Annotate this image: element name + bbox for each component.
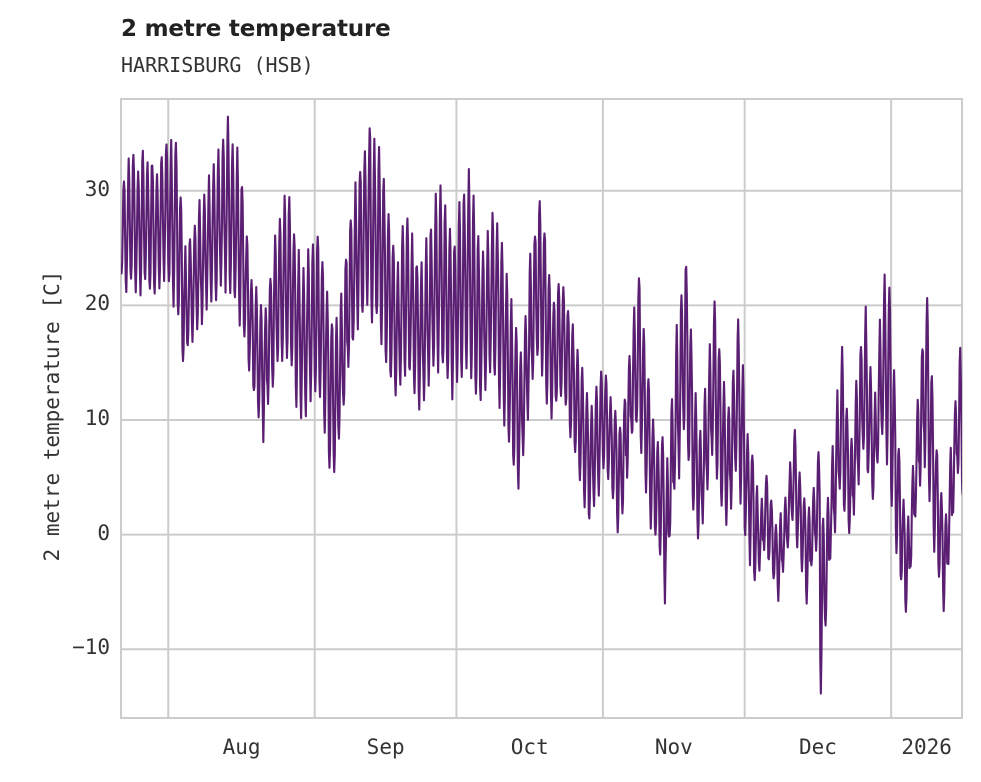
x-tick-label: Nov [654, 735, 693, 759]
plot-frame [120, 98, 963, 719]
y-tick-label: 30 [84, 176, 110, 201]
gridlines [121, 99, 962, 718]
chart-title: 2 metre temperature [121, 16, 391, 42]
y-tick-label: 10 [84, 405, 110, 430]
y-tick-label: 20 [84, 291, 110, 316]
chart-subtitle: HARRISBURG (HSB) [121, 53, 314, 77]
x-tick-label: Sep [366, 735, 405, 759]
x-tick-label: 2026 [901, 735, 952, 759]
y-tick-label: −10 [72, 635, 110, 660]
x-tick-label: Oct [510, 735, 549, 759]
temperature-series-line [121, 115, 962, 695]
y-tick-label: 0 [97, 520, 110, 545]
x-tick-label: Dec [798, 735, 837, 759]
y-axis-ticks: −10 0 10 20 30 [0, 0, 110, 782]
x-tick-label: Aug [222, 735, 261, 759]
